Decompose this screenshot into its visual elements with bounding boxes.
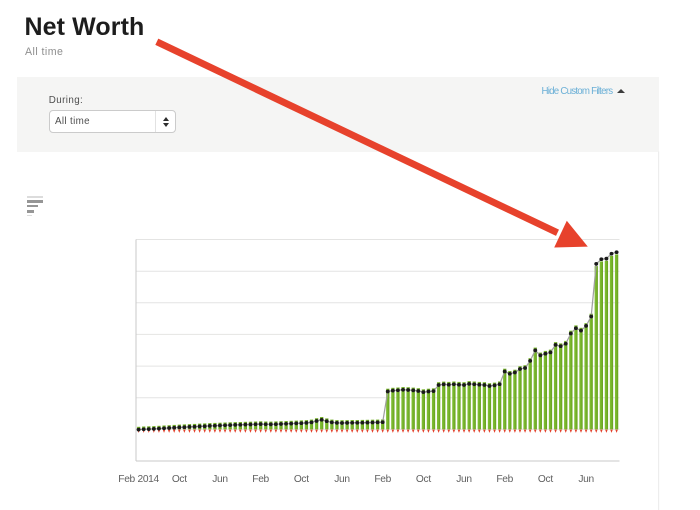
svg-text:Oct: Oct xyxy=(538,474,553,485)
svg-text:Jun: Jun xyxy=(334,474,350,485)
svg-text:Feb 2014: Feb 2014 xyxy=(118,474,159,485)
svg-text:Feb: Feb xyxy=(496,474,513,485)
svg-text:Jun: Jun xyxy=(578,474,594,485)
svg-text:Jun: Jun xyxy=(212,474,228,485)
svg-text:Oct: Oct xyxy=(294,474,309,485)
svg-text:Oct: Oct xyxy=(416,474,431,485)
svg-text:Oct: Oct xyxy=(172,474,187,485)
svg-text:Feb: Feb xyxy=(252,474,269,485)
svg-text:Feb: Feb xyxy=(374,474,391,485)
svg-text:Jun: Jun xyxy=(456,474,472,485)
